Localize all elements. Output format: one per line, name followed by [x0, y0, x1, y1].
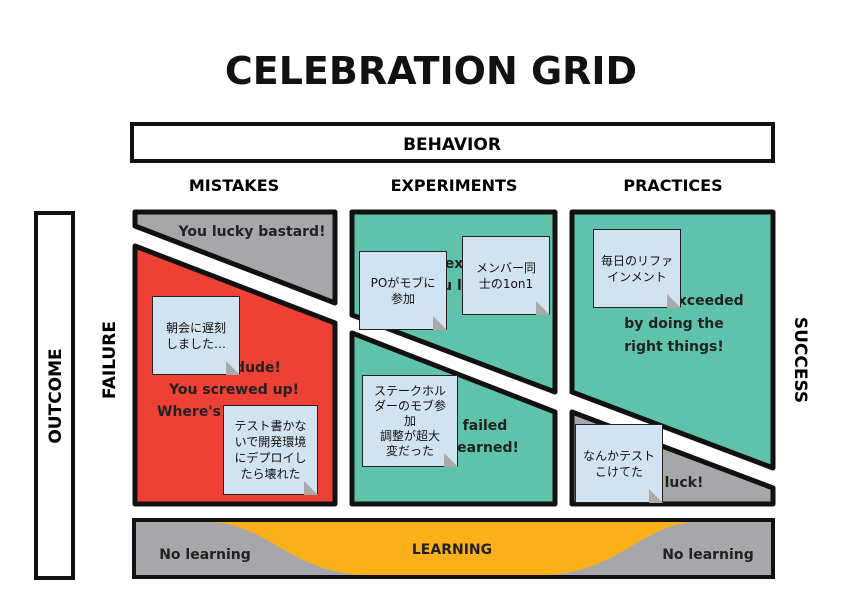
mistakes-failure-text: You screwed up!	[168, 382, 299, 398]
behavior-label: BEHAVIOR	[403, 135, 501, 155]
column-experiments: EXPERIMENTS	[391, 176, 518, 195]
experiments-success-text: ex	[445, 256, 464, 272]
behavior-box	[130, 122, 775, 163]
sticky-text: 朝会に遅刻 しました…	[165, 320, 226, 351]
sticky-note[interactable]: メンバー同 士の1on1	[462, 236, 550, 315]
column-practices: PRACTICES	[623, 176, 722, 195]
sticky-note[interactable]: なんかテスト こけてた	[575, 424, 663, 503]
sticky-note[interactable]: テスト書かな いで開発環境 にデプロイし たら壊れた	[223, 405, 318, 495]
failure-label: FAILURE	[100, 321, 120, 399]
experiments-failure-text: failed	[463, 418, 508, 434]
sticky-note[interactable]: 毎日のリファ インメント	[593, 229, 681, 308]
practices-failure-text: luck!	[665, 475, 704, 491]
practices-success-text: right things!	[624, 339, 723, 355]
sticky-note[interactable]: 朝会に遅刻 しました…	[152, 296, 240, 375]
practices-success-text: by doing the	[624, 316, 723, 332]
success-label: SUCCESS	[790, 317, 810, 403]
experiments-success-text: u l	[442, 278, 462, 294]
sticky-text: 毎日のリファ インメント	[600, 253, 673, 284]
sticky-text: POがモブに 参加	[370, 275, 436, 306]
sticky-note[interactable]: POがモブに 参加	[359, 251, 447, 330]
practices-success-text: exceeded	[668, 293, 743, 309]
sticky-text: なんかテスト こけてた	[582, 448, 655, 479]
sticky-text: テスト書かな いで開発環境 にデプロイし たら壊れた	[234, 419, 307, 481]
learning-curve	[205, 522, 700, 575]
sticky-text: メンバー同 士の1on1	[475, 260, 536, 291]
sticky-text: ステークホル ダーのモブ参 加 調整が超大 変だった	[373, 383, 446, 458]
outcome-box	[34, 211, 75, 580]
sticky-note[interactable]: ステークホル ダーのモブ参 加 調整が超大 変だった	[362, 375, 458, 467]
title: CELEBRATION GRID	[225, 49, 637, 93]
mistakes-failure-text: dude!	[235, 360, 281, 376]
column-mistakes: MISTAKES	[189, 176, 279, 195]
learning-label: LEARNING	[412, 542, 492, 558]
no-learning-left: No learning	[159, 547, 251, 563]
outcome-label: OUTCOME	[46, 348, 66, 443]
mistakes-success-text: You lucky bastard!	[178, 224, 326, 240]
mistakes-failure-text: Where's	[157, 404, 221, 420]
cell-mistakes-success	[132, 209, 338, 306]
experiments-failure-text: earned!	[457, 440, 519, 456]
no-learning-right: No learning	[662, 547, 754, 563]
